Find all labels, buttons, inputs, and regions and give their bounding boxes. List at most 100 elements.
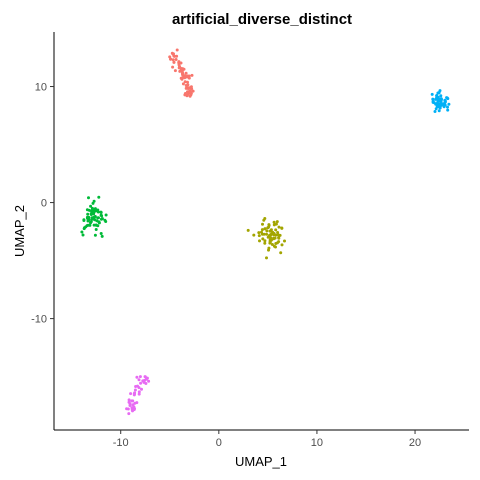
data-point	[265, 232, 268, 236]
data-point	[446, 105, 449, 109]
data-point	[180, 76, 184, 80]
data-point	[144, 377, 148, 381]
data-point	[100, 234, 104, 238]
data-point	[132, 405, 136, 409]
data-point	[267, 223, 271, 227]
data-point	[436, 91, 440, 95]
data-point	[437, 109, 441, 113]
data-point	[188, 94, 192, 98]
data-point	[262, 218, 266, 222]
data-point	[88, 223, 92, 227]
data-point	[269, 238, 273, 242]
data-point	[183, 76, 187, 80]
data-point	[177, 66, 181, 70]
data-point	[261, 237, 265, 241]
data-point	[443, 100, 447, 104]
data-point	[81, 233, 85, 237]
data-point	[171, 65, 175, 69]
data-point	[182, 67, 186, 71]
data-point	[131, 399, 135, 403]
x-axis-ticks: -10 0 10 20	[113, 430, 421, 449]
data-point	[275, 241, 279, 245]
data-point	[280, 226, 284, 230]
y-axis-label: UMAP_2	[12, 205, 27, 257]
data-point	[144, 382, 148, 385]
data-point	[184, 84, 188, 87]
data-point	[437, 97, 440, 101]
data-point	[143, 375, 147, 379]
cluster-3	[246, 217, 286, 260]
data-point	[126, 407, 130, 411]
cluster-2	[80, 195, 108, 238]
y-tick-label: 10	[35, 82, 47, 94]
data-point	[257, 231, 261, 235]
data-point	[263, 227, 267, 231]
data-point	[430, 92, 434, 96]
data-point	[272, 244, 276, 248]
data-point	[441, 103, 445, 107]
data-point	[179, 61, 183, 65]
data-point	[277, 225, 281, 229]
data-point	[272, 220, 276, 224]
data-point	[173, 54, 176, 58]
data-point	[439, 94, 443, 98]
x-tick-label: 10	[311, 437, 323, 449]
data-point	[263, 241, 267, 245]
data-point	[137, 390, 141, 394]
data-point	[87, 196, 90, 200]
data-point	[434, 102, 438, 106]
data-point	[127, 412, 131, 416]
cluster-4	[430, 89, 451, 113]
data-point	[147, 379, 151, 383]
data-point	[137, 392, 141, 396]
data-point	[269, 236, 273, 240]
data-point	[97, 195, 101, 199]
data-point	[276, 233, 280, 237]
cluster-1	[168, 48, 195, 98]
data-point	[265, 229, 269, 233]
data-point	[134, 385, 138, 388]
data-point	[267, 246, 271, 250]
x-tick-label: 20	[409, 437, 421, 449]
data-point	[93, 233, 97, 237]
data-point	[99, 217, 103, 221]
data-point	[260, 228, 264, 232]
data-point	[89, 220, 93, 224]
data-point	[140, 387, 143, 391]
data-point	[177, 63, 181, 67]
y-tick-label: -10	[31, 314, 47, 326]
y-axis-ticks: -10 0 10	[31, 82, 54, 326]
data-point	[260, 230, 263, 234]
data-point	[175, 48, 179, 52]
data-point	[434, 97, 438, 101]
data-point	[186, 80, 189, 84]
data-point	[92, 199, 96, 203]
data-point	[270, 243, 274, 246]
data-point	[104, 213, 108, 217]
data-point	[272, 223, 276, 227]
data-point	[127, 398, 131, 402]
data-point	[275, 220, 279, 224]
x-axis-label: UMAP_1	[235, 454, 287, 469]
data-point	[94, 228, 98, 231]
data-point	[137, 378, 141, 382]
data-point	[172, 52, 175, 56]
data-point	[258, 239, 261, 243]
data-point	[90, 216, 94, 220]
x-tick-label: -10	[113, 437, 129, 449]
data-point	[99, 213, 103, 217]
data-point	[97, 216, 100, 220]
data-point	[189, 91, 193, 95]
data-point	[95, 219, 99, 223]
data-point	[257, 234, 261, 238]
data-point	[99, 210, 103, 214]
data-point	[169, 57, 173, 61]
data-point	[431, 97, 435, 101]
data-point	[171, 58, 175, 62]
data-point	[447, 102, 451, 106]
data-point	[252, 233, 256, 237]
data-point	[135, 401, 139, 405]
data-point	[434, 107, 438, 111]
data-point	[184, 86, 188, 90]
